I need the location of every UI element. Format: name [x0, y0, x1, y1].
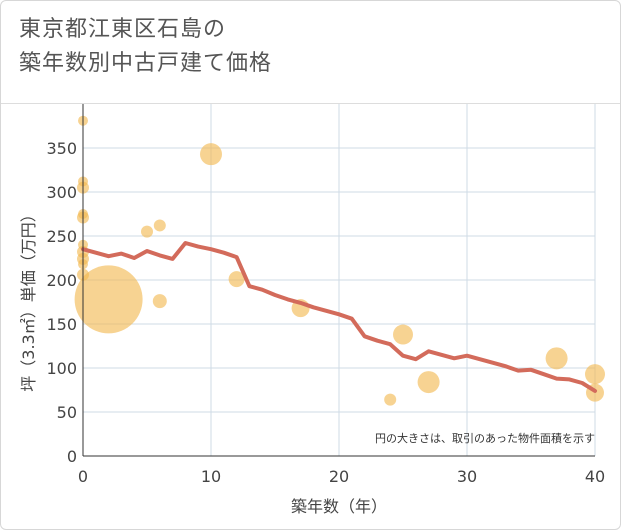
data-bubble — [228, 271, 245, 288]
x-tick-label: 10 — [201, 467, 221, 486]
data-bubble — [152, 294, 167, 309]
data-bubble — [417, 371, 440, 394]
x-tick-label: 30 — [457, 467, 477, 486]
y-tick-label: 200 — [46, 271, 77, 290]
y-tick-label: 50 — [57, 403, 77, 422]
title-divider — [1, 103, 620, 104]
x-tick-label: 0 — [78, 467, 88, 486]
chart-title-line2: 築年数別中古戸建て価格 — [19, 51, 273, 76]
y-tick-label: 100 — [46, 359, 77, 378]
chart-title-line1: 東京都江東区石島の — [19, 17, 227, 42]
data-bubble — [200, 143, 222, 166]
y-tick-label: 250 — [46, 227, 77, 246]
y-axis-label: 坪（3.3㎡）単価（万円） — [19, 206, 38, 391]
y-tick-label: 300 — [46, 183, 77, 202]
data-bubble — [141, 225, 153, 238]
y-tick-label: 0 — [67, 447, 77, 466]
y-tick-label: 150 — [46, 315, 77, 334]
bubble-size-note: 円の大きさは、取引のあった物件面積を示す — [375, 431, 595, 445]
grid-lines — [83, 104, 596, 456]
chart-title: 東京都江東区石島の 築年数別中古戸建て価格 — [19, 13, 579, 81]
data-bubble — [74, 265, 143, 334]
bubble-series — [74, 115, 605, 406]
x-tick-label: 40 — [585, 467, 605, 486]
data-bubble — [545, 347, 568, 370]
x-tick-label: 20 — [329, 467, 349, 486]
data-bubble — [585, 364, 605, 385]
data-bubble — [153, 219, 166, 232]
data-bubble — [393, 324, 413, 345]
trend-series — [81, 241, 597, 393]
axes: 0 50 100 150 200 250 300 350 0 10 20 30 40 — [46, 104, 605, 486]
data-bubble — [384, 393, 397, 406]
y-tick-label: 350 — [46, 139, 77, 158]
trend-line — [81, 241, 597, 393]
x-axis-label: 築年数（年） — [291, 497, 387, 516]
